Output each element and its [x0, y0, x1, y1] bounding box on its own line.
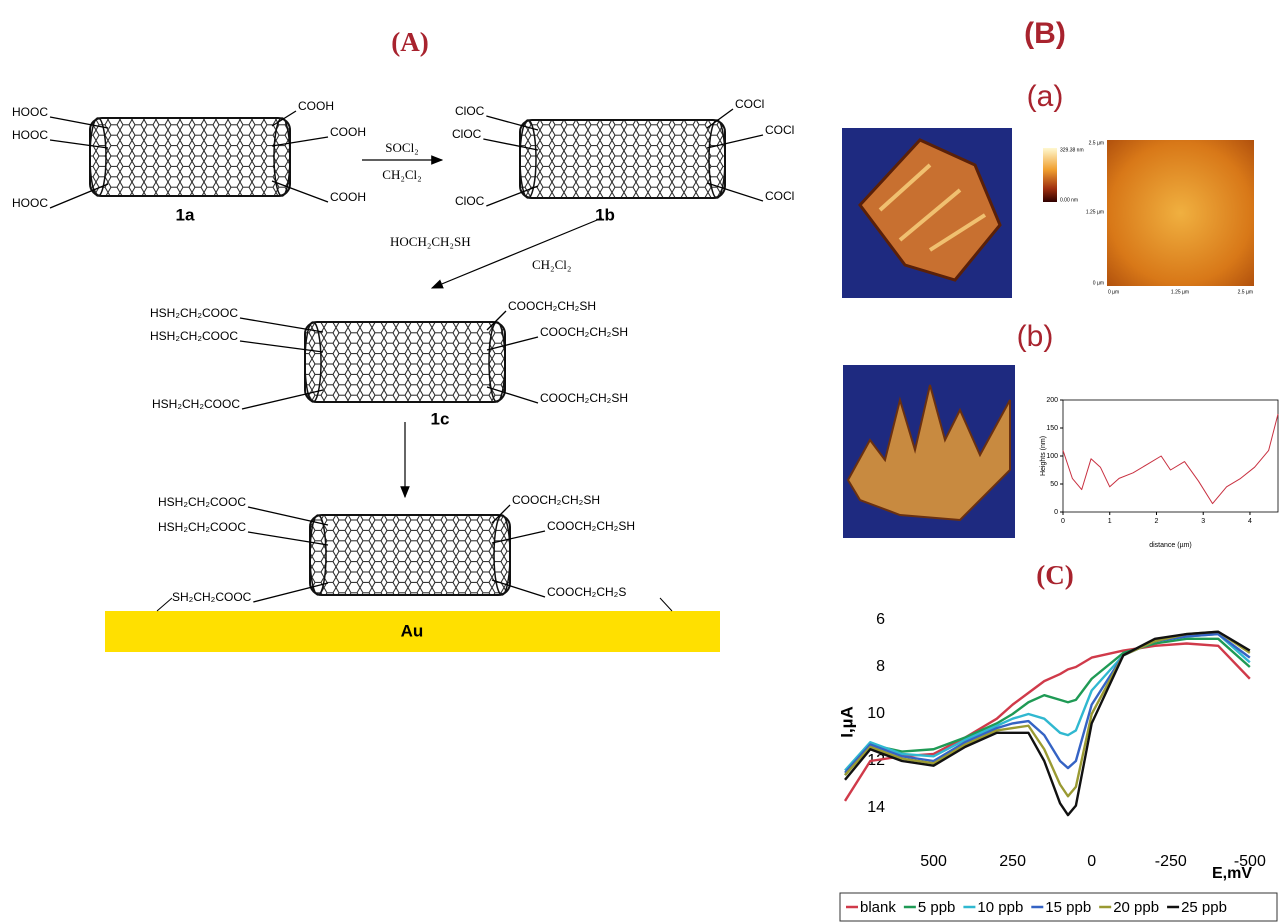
functional-group: COCl	[765, 123, 794, 137]
afm-axis-label: 1.25 µm	[1086, 209, 1104, 215]
nanotube	[520, 120, 725, 198]
functional-group: COOCH₂CH₂SH	[540, 391, 628, 405]
x-tick-label: 4	[1248, 518, 1252, 525]
panel-label: (C)	[1036, 560, 1073, 590]
afm-axis-label: 2.5 µm	[1089, 140, 1104, 146]
reagent: CH₂Cl₂	[532, 257, 571, 272]
functional-group: COOCH₂CH₂SH	[547, 519, 635, 533]
legend-label: 25 ppb	[1181, 899, 1227, 916]
y-tick-label: 100	[1046, 453, 1058, 460]
colorbar	[1043, 148, 1057, 202]
x-tick-label: 2	[1155, 518, 1159, 525]
functional-group: HSH₂CH₂COOC	[152, 397, 240, 411]
panel-label: (A)	[391, 27, 428, 57]
functional-group: HOOC	[12, 128, 48, 142]
data-line	[845, 632, 1250, 815]
compound-label: 1c	[431, 409, 450, 428]
functional-group: HSH₂CH₂COOC	[150, 329, 238, 343]
legend-label: 15 ppb	[1045, 899, 1091, 916]
x-tick-label: -250	[1155, 853, 1187, 870]
data-line	[1063, 414, 1278, 504]
nanotube	[305, 322, 505, 402]
compound-label: 1a	[176, 205, 195, 224]
y-axis-label: I,µA	[837, 706, 856, 738]
y-tick-label: 50	[1050, 481, 1058, 488]
functional-group: COOH	[330, 125, 366, 139]
afm-axis-label: 0 µm	[1108, 289, 1119, 295]
functional-group: HOOC	[12, 196, 48, 210]
panel-label: (B)	[1024, 17, 1066, 50]
functional-group: ClOC	[455, 194, 485, 208]
functional-group: HSH₂CH₂COOC	[158, 520, 246, 534]
functional-group: ClOC	[452, 127, 482, 141]
panel-label: (a)	[1027, 80, 1064, 113]
functional-group: COOCH₂CH₂SH	[508, 299, 596, 313]
x-tick-label: 0	[1087, 853, 1096, 870]
colorbar-label: 0.00 nm	[1060, 197, 1078, 203]
y-axis-label: Heights (nm)	[1040, 436, 1047, 476]
y-tick-label: 0	[1054, 509, 1058, 516]
functional-group: HOOC	[12, 105, 48, 119]
functional-group: COCl	[735, 97, 764, 111]
panel-label: (b)	[1017, 320, 1054, 353]
y-tick-label: 10	[867, 705, 885, 722]
functional-group: HSH₂CH₂COOC	[158, 495, 246, 509]
functional-group: COCl	[765, 189, 794, 203]
legend-label: 5 ppb	[918, 899, 956, 916]
data-line	[845, 634, 1250, 770]
x-tick-label: 1	[1108, 518, 1112, 525]
y-tick-label: 6	[876, 611, 885, 628]
substrate-label: Au	[401, 621, 424, 640]
reagent: SOCl₂	[385, 140, 418, 155]
nanotube	[310, 515, 510, 595]
plot-frame	[1063, 400, 1278, 512]
figure: (A) (B) (a) (b) (C) SOCl₂ CH₂Cl₂ HOCH₂CH…	[0, 0, 1279, 924]
y-tick-label: 150	[1046, 425, 1058, 432]
afm-axis-label: 0 µm	[1093, 280, 1104, 286]
x-tick-label: 500	[920, 853, 947, 870]
functional-group: COOCH₂CH₂SH	[540, 325, 628, 339]
functional-group: COOH	[330, 190, 366, 204]
bond	[157, 598, 172, 611]
y-tick-label: 14	[867, 799, 885, 816]
x-axis-label: distance (µm)	[1149, 542, 1192, 549]
arrow	[432, 218, 602, 288]
functional-group: SH₂CH₂COOC	[172, 590, 252, 604]
nanotube	[90, 118, 290, 196]
afm-axis-label: 2.5 µm	[1238, 289, 1253, 295]
afm-2d-image	[1107, 140, 1254, 286]
y-tick-label: 8	[876, 658, 885, 675]
functional-group: COOCH₂CH₂S	[547, 585, 626, 599]
legend-label: 10 ppb	[977, 899, 1023, 916]
y-tick-label: 200	[1046, 397, 1058, 404]
legend-label: 20 ppb	[1113, 899, 1159, 916]
functional-group: HSH₂CH₂COOC	[150, 306, 238, 320]
functional-group: COOCH₂CH₂SH	[512, 493, 600, 507]
x-tick-label: 0	[1061, 518, 1065, 525]
compound-label: 1b	[595, 205, 615, 224]
bond	[660, 598, 672, 611]
legend-label: blank	[860, 899, 896, 916]
functional-group: COOH	[298, 99, 334, 113]
colorbar-label: 329.38 nm	[1060, 147, 1084, 153]
reagent: CH₂Cl₂	[382, 167, 421, 182]
x-axis-label: E,mV	[1212, 865, 1252, 882]
afm-axis-label: 1.25 µm	[1171, 289, 1189, 295]
functional-group: ClOC	[455, 104, 485, 118]
reagent: HOCH₂CH₂SH	[390, 234, 471, 249]
x-tick-label: 250	[999, 853, 1026, 870]
x-tick-label: 3	[1201, 518, 1205, 525]
